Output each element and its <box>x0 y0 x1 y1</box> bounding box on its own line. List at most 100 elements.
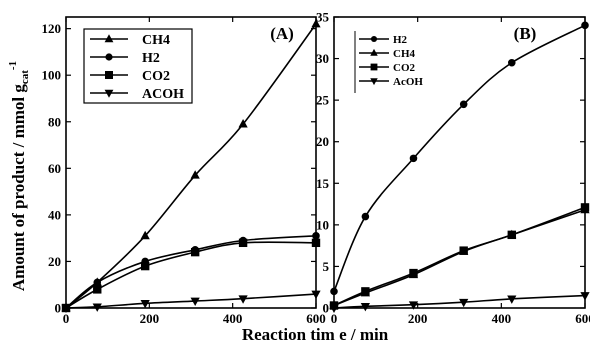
y-tick-label: 35 <box>316 10 330 25</box>
series-line-acoh <box>333 294 586 309</box>
series-h2 <box>62 232 320 312</box>
data-point-co2 <box>190 247 200 257</box>
data-point-acoh <box>92 303 102 312</box>
x-tick-label: 200 <box>140 311 160 326</box>
data-point-ch4 <box>238 119 248 128</box>
legend-marker-h2 <box>105 53 113 61</box>
x-tick-label: 400 <box>223 311 243 326</box>
legend-label: ACOH <box>142 87 184 102</box>
y-tick-label: 40 <box>48 207 61 222</box>
data-point-co2 <box>507 230 516 240</box>
legend-marker-acoh <box>104 89 114 98</box>
y-tick-label: 10 <box>316 217 329 232</box>
y-tick-label: 20 <box>316 134 329 149</box>
y-tick-label: 25 <box>316 93 330 108</box>
data-point-acoh <box>61 304 71 314</box>
data-point-h2 <box>361 212 370 221</box>
legend-label: H2 <box>142 51 160 66</box>
data-point-co2 <box>140 261 150 271</box>
legend-item-h2: H2 <box>359 34 408 46</box>
data-point-ch4 <box>140 230 150 240</box>
legend-item-acoh: AcOH <box>359 76 423 88</box>
legend: CH4 H2 CO2 ACOH <box>83 28 193 104</box>
y-tick-label: 120 <box>42 21 62 36</box>
legend-marker-ch4 <box>104 34 114 43</box>
x-tick-label: 0 <box>63 311 70 326</box>
data-point-acoh <box>459 298 469 308</box>
legend-label: AcOH <box>393 76 423 88</box>
legend-label: CH4 <box>393 48 416 60</box>
data-point-acoh <box>507 295 517 304</box>
y-tick-label: 15 <box>316 176 330 191</box>
x-tick-label: 0 <box>331 311 338 326</box>
legend-label: CO2 <box>393 62 416 74</box>
panel-label: (A) <box>270 24 294 43</box>
legend-label: CO2 <box>142 69 170 84</box>
x-tick-label: 400 <box>492 311 512 326</box>
y-axis-title-subscript: cat <box>19 70 31 84</box>
data-point-h2 <box>409 154 418 163</box>
data-point-acoh <box>238 295 248 304</box>
plot-frame <box>65 16 317 309</box>
data-point-ch4 <box>190 170 200 179</box>
legend-marker-ch4 <box>370 48 378 56</box>
series-line-ch4 <box>333 209 586 307</box>
series-acoh <box>329 292 590 314</box>
legend-item-acoh: ACOH <box>90 87 184 102</box>
legend-item-h2: H2 <box>90 51 160 66</box>
x-tick-label: 600 <box>575 311 590 326</box>
series-acoh <box>61 290 321 314</box>
data-point-h2 <box>581 21 589 30</box>
legend-item-ch4: CH4 <box>359 48 416 60</box>
y-tick-label: 30 <box>316 51 329 66</box>
data-point-h2 <box>93 278 102 287</box>
data-point-co2 <box>409 268 418 278</box>
panel-a: 0 200 400 600 0 20 40 60 80 100 120 (A) CH4 H2 CO2 ACOH <box>42 16 326 326</box>
legend-box <box>83 28 193 104</box>
y-axis-title: Amount of product / mmol gcat-1 <box>7 61 31 291</box>
data-point-co2 <box>580 203 590 212</box>
y-tick-label: 0 <box>323 301 330 316</box>
data-point-acoh <box>311 290 321 300</box>
data-point-co2 <box>238 238 248 248</box>
plot-frame <box>333 16 586 309</box>
legend-marker-h2 <box>370 35 378 43</box>
data-point-co2 <box>459 246 468 255</box>
legend-marker-co2 <box>370 63 378 71</box>
y-axis-title-superscript: -1 <box>7 61 19 70</box>
data-point-acoh <box>360 302 370 312</box>
y-tick-label: 5 <box>323 259 330 274</box>
y-tick-label: 100 <box>42 68 62 83</box>
y-tick-label: 0 <box>55 301 62 316</box>
x-tick-label: 600 <box>306 311 326 326</box>
data-point-co2 <box>93 285 102 294</box>
legend-label: H2 <box>393 34 408 46</box>
series-h2 <box>330 21 589 296</box>
panel-label: (B) <box>514 24 537 43</box>
legend-marker-co2 <box>105 71 113 79</box>
panel-b: 0 200 400 600 0 5 10 15 20 25 30 35 (B) H2 CH4 CO2 AcOH <box>316 10 590 327</box>
data-point-h2 <box>330 287 338 296</box>
x-axis-title: Reaction tim e / min <box>242 325 389 344</box>
data-point-acoh <box>329 304 339 314</box>
legend-item-ch4: CH4 <box>90 33 170 48</box>
data-point-acoh <box>408 301 419 310</box>
data-point-co2 <box>361 287 370 296</box>
data-point-h2 <box>508 58 516 67</box>
y-tick-label: 60 <box>48 161 61 176</box>
y-tick-label: 20 <box>48 254 61 269</box>
data-point-co2 <box>311 238 321 248</box>
series-co2 <box>329 203 590 310</box>
legend-marker-acoh <box>370 78 378 86</box>
data-point-acoh <box>580 292 590 301</box>
x-tick-label: 200 <box>408 311 428 326</box>
y-tick-label: 80 <box>48 114 61 129</box>
data-point-ch4 <box>311 18 321 28</box>
series-line-acoh <box>65 293 317 309</box>
data-point-h2 <box>312 232 320 240</box>
data-point-acoh <box>190 297 200 307</box>
legend: H2 CH4 CO2 AcOH <box>354 31 423 93</box>
data-point-acoh <box>140 299 150 309</box>
series-line-h2 <box>333 24 586 292</box>
